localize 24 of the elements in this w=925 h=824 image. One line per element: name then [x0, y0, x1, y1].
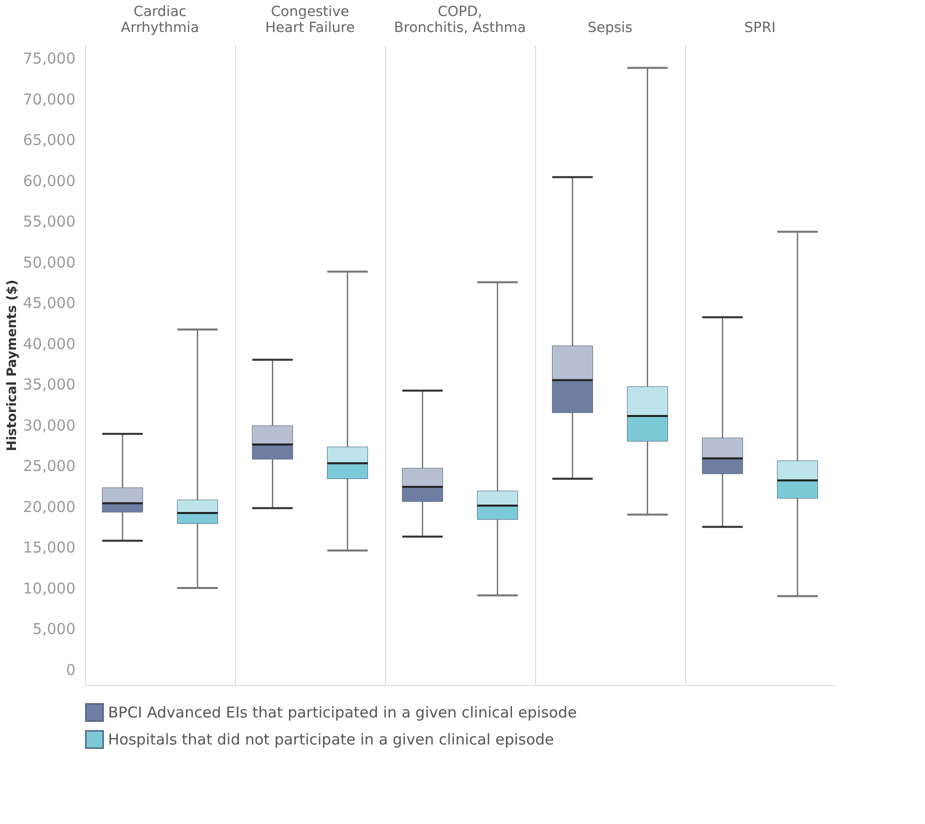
y-tick-label: 70,000: [23, 90, 76, 108]
y-tick-label: 10,000: [23, 579, 76, 598]
x-tick-label: Sepsis: [588, 20, 632, 36]
y-tick-label: 25,000: [23, 457, 76, 476]
y-axis-title: Historical Payments ($): [5, 280, 20, 452]
y-tick-label: 65,000: [23, 131, 76, 150]
y-tick-label: 30,000: [23, 416, 76, 434]
y-tick-label: 15,000: [23, 538, 76, 557]
y-tick-label: 75,000: [23, 50, 76, 68]
y-tick-label: 60,000: [23, 172, 76, 190]
y-tick-label: 5,000: [32, 620, 76, 638]
x-tick-label: SPRI: [744, 20, 776, 36]
y-tick-label: 40,000: [23, 334, 76, 353]
y-tick-label: 0: [66, 661, 76, 680]
x-tick-label: COPD, Bronchitis, Asthma: [394, 4, 526, 36]
y-tick-label: 55,000: [23, 212, 76, 231]
legend-label: BPCI Advanced EIs that participated in a given clinical episode: [108, 704, 577, 722]
x-tick-label: Cardiac Arrhythmia: [120, 4, 200, 36]
y-tick-label: 45,000: [23, 294, 76, 312]
x-tick-label: Congestive Heart Failure: [265, 4, 355, 36]
y-tick-label: 35,000: [23, 376, 76, 394]
y-tick-label: 20,000: [23, 498, 76, 516]
legend-label: Hospitals that did not participate in a given clinical episode: [108, 730, 554, 748]
y-tick-label: 50,000: [23, 253, 76, 272]
